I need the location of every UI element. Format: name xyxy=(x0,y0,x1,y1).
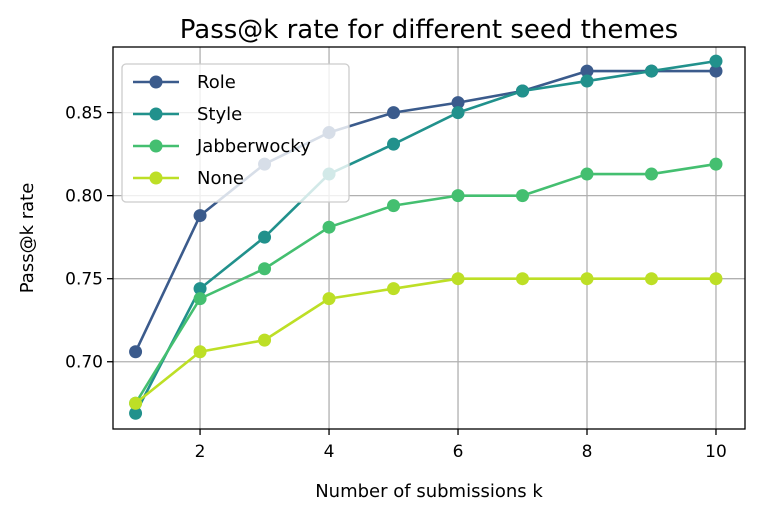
legend-label-jabberwocky: Jabberwocky xyxy=(196,136,311,157)
y-tick-label: 0.75 xyxy=(65,270,103,290)
data-point-role xyxy=(580,64,594,78)
legend-label-none: None xyxy=(197,168,244,189)
data-point-jabberwocky xyxy=(709,157,723,171)
x-tick-label: 10 xyxy=(705,442,727,462)
legend-marker-jabberwocky xyxy=(149,139,163,153)
data-point-none xyxy=(644,272,658,286)
data-point-none xyxy=(709,272,723,286)
data-point-jabberwocky xyxy=(516,189,530,203)
data-point-role xyxy=(387,106,401,120)
series-line-none xyxy=(134,277,716,405)
data-point-none xyxy=(580,272,594,286)
data-point-style xyxy=(516,84,530,98)
x-tick-label: 4 xyxy=(324,442,335,462)
x-tick-label: 6 xyxy=(453,442,464,462)
data-point-style xyxy=(644,64,658,78)
data-point-style xyxy=(451,106,465,120)
data-point-none xyxy=(516,272,530,286)
plot-frame xyxy=(112,46,746,430)
legend-marker-style xyxy=(149,107,163,121)
data-point-jabberwocky xyxy=(322,220,336,234)
data-point-jabberwocky xyxy=(644,167,658,181)
data-point-jabberwocky xyxy=(193,292,207,306)
y-tick-label: 0.80 xyxy=(65,187,103,207)
data-point-role xyxy=(709,64,723,78)
data-point-jabberwocky xyxy=(451,189,465,203)
chart-title: Pass@k rate for different seed themes xyxy=(180,15,678,45)
x-tick-label: 2 xyxy=(195,442,206,462)
legend-marker-none xyxy=(149,171,163,185)
legend-box xyxy=(121,63,350,203)
data-point-none xyxy=(387,282,401,296)
y-axis-label: Pass@k rate xyxy=(17,183,38,294)
data-point-style xyxy=(387,137,401,151)
series-line-jabberwocky xyxy=(134,162,717,404)
legend: Role Style Jabberwocky None xyxy=(121,63,350,203)
ticks: 2 4 6 8 10 0.70 0.75 0.80 0.85 xyxy=(65,104,727,462)
data-point-style xyxy=(580,74,594,88)
data-point-none xyxy=(322,292,336,306)
data-point-jabberwocky xyxy=(258,262,272,276)
data-point-jabberwocky xyxy=(387,199,401,213)
data-point-role xyxy=(451,96,465,110)
y-tick-label: 0.85 xyxy=(65,104,103,124)
legend-label-role: Role xyxy=(197,72,236,93)
x-tick-label: 8 xyxy=(582,442,593,462)
legend-label-style: Style xyxy=(197,104,242,125)
legend-marker-role xyxy=(149,75,163,89)
data-point-none xyxy=(258,333,272,347)
series-layer xyxy=(129,54,723,420)
series-none xyxy=(129,272,723,410)
data-point-none xyxy=(129,396,143,410)
series-style xyxy=(129,54,723,420)
data-point-style xyxy=(193,282,207,296)
data-point-style xyxy=(709,54,723,68)
data-point-jabberwocky xyxy=(580,167,594,181)
data-point-role xyxy=(129,345,143,359)
data-point-style xyxy=(258,230,272,244)
y-tick-label: 0.70 xyxy=(65,353,103,373)
x-axis-label: Number of submissions k xyxy=(315,481,543,502)
series-line-style xyxy=(134,59,717,414)
data-point-none xyxy=(451,272,465,286)
data-point-style xyxy=(129,406,143,420)
data-point-role xyxy=(193,209,207,223)
data-point-none xyxy=(193,345,207,359)
